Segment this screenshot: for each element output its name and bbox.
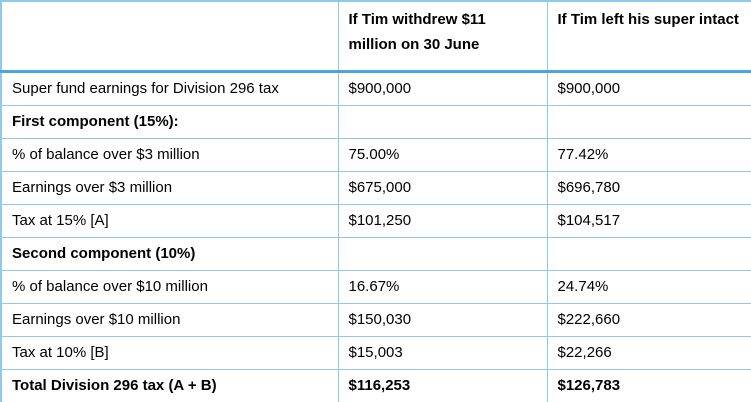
value-withdrew: $900,000 (337, 71, 548, 106)
column-header-empty (0, 0, 339, 73)
table-row: Tax at 10% [B] $15,003 $22,266 (0, 336, 751, 370)
table-row: Earnings over $3 million $675,000 $696,7… (0, 171, 751, 205)
row-label: Super fund earnings for Division 296 tax (0, 71, 339, 106)
row-label: Second component (10%) (0, 237, 339, 271)
column-header-withdrew: If Tim withdrew $11 million on 30 June (337, 0, 548, 73)
value-intact: $104,517 (546, 204, 751, 238)
row-label: % of balance over $10 million (0, 270, 339, 304)
value-intact: 24.74% (546, 270, 751, 304)
value-intact: $900,000 (546, 71, 751, 106)
value-withdrew: 75.00% (337, 138, 548, 172)
column-header-intact: If Tim left his super intact (546, 0, 751, 73)
table-row: % of balance over $10 million 16.67% 24.… (0, 270, 751, 304)
header-row: If Tim withdrew $11 million on 30 June I… (0, 0, 751, 73)
section-row-first-component: First component (15%): (0, 105, 751, 139)
section-row-second-component: Second component (10%) (0, 237, 751, 271)
row-label: % of balance over $3 million (0, 138, 339, 172)
row-label: Tax at 15% [A] (0, 204, 339, 238)
table-row: Tax at 15% [A] $101,250 $104,517 (0, 204, 751, 238)
table-row: % of balance over $3 million 75.00% 77.4… (0, 138, 751, 172)
value-intact: $22,266 (546, 336, 751, 370)
value-withdrew: 16.67% (337, 270, 548, 304)
value-intact: 77.42% (546, 138, 751, 172)
total-row: Total Division 296 tax (A + B) $116,253 … (0, 369, 751, 402)
value-withdrew (337, 105, 548, 139)
value-intact (546, 237, 751, 271)
value-intact: $126,783 (546, 369, 751, 402)
value-withdrew: $150,030 (337, 303, 548, 337)
row-label: Earnings over $3 million (0, 171, 339, 205)
row-label: First component (15%): (0, 105, 339, 139)
value-intact: $696,780 (546, 171, 751, 205)
value-withdrew: $101,250 (337, 204, 548, 238)
value-intact (546, 105, 751, 139)
value-intact: $222,660 (546, 303, 751, 337)
table-row: Super fund earnings for Division 296 tax… (0, 71, 751, 106)
value-withdrew (337, 237, 548, 271)
row-label: Tax at 10% [B] (0, 336, 339, 370)
row-label: Total Division 296 tax (A + B) (0, 369, 339, 402)
row-label: Earnings over $10 million (0, 303, 339, 337)
value-withdrew: $116,253 (337, 369, 548, 402)
table-row: Earnings over $10 million $150,030 $222,… (0, 303, 751, 337)
value-withdrew: $15,003 (337, 336, 548, 370)
value-withdrew: $675,000 (337, 171, 548, 205)
